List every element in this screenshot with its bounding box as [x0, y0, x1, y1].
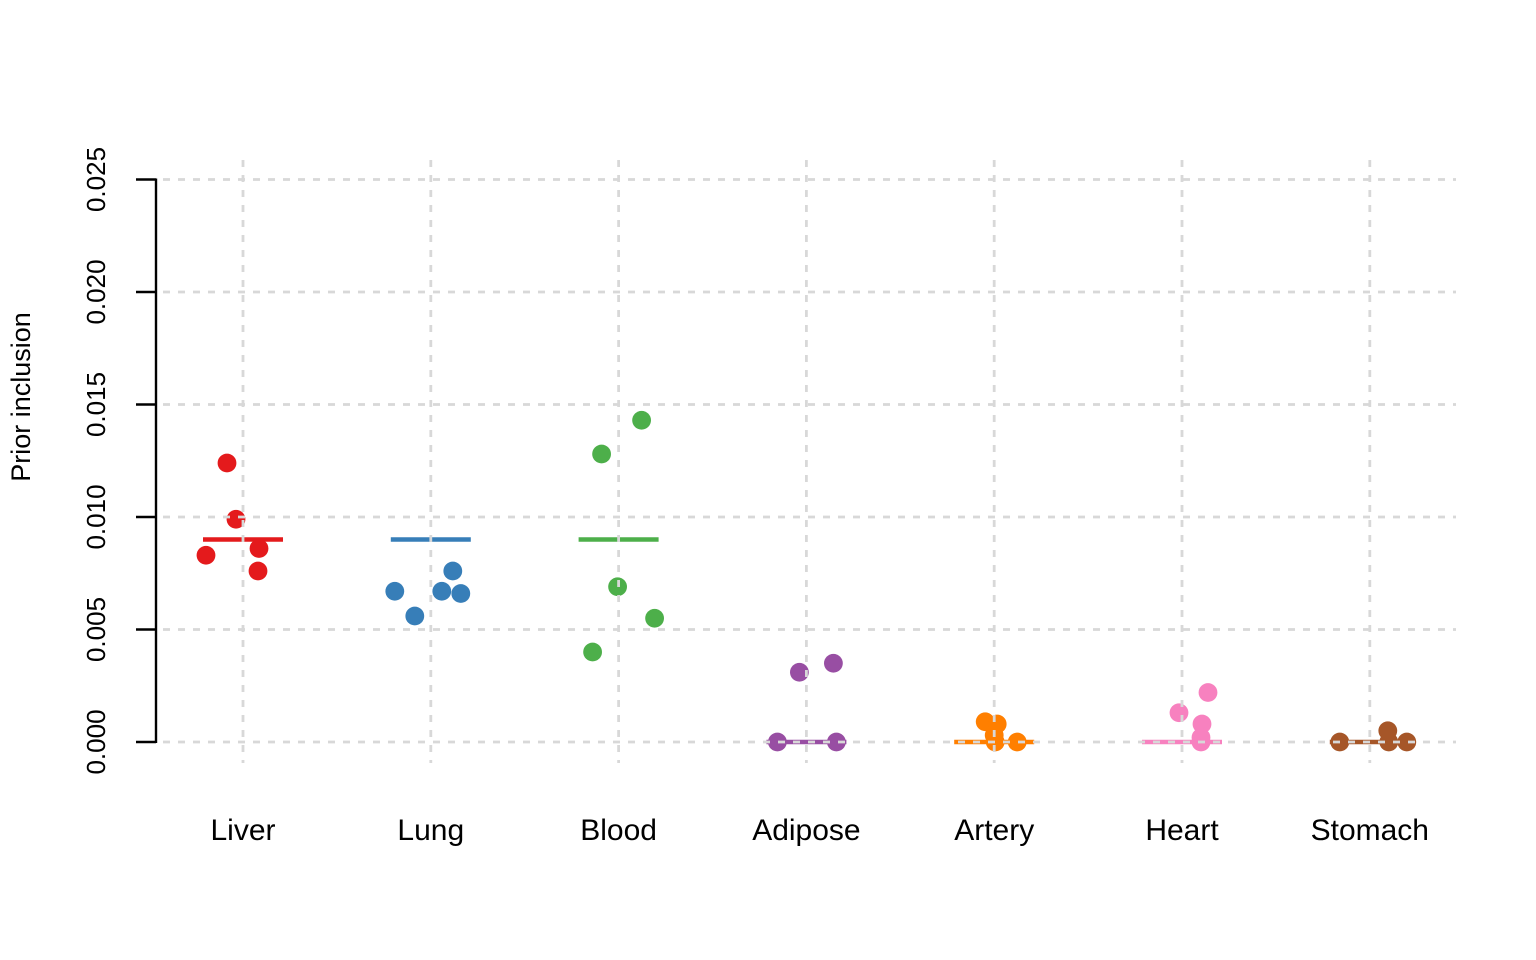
x-category-label-artery: Artery — [954, 814, 1034, 847]
y-axis-title: Prior inclusion — [6, 312, 36, 482]
x-category-label-lung: Lung — [397, 814, 464, 847]
data-point-lung — [405, 606, 425, 626]
data-point-liver — [248, 561, 268, 581]
y-tick-label: 0.005 — [81, 597, 111, 662]
data-point-liver — [217, 453, 237, 473]
data-point-artery — [1007, 732, 1027, 752]
data-point-blood — [645, 608, 664, 628]
y-tick-label: 0.000 — [81, 709, 111, 774]
data-point-blood — [592, 444, 611, 464]
data-point-stomach — [1379, 732, 1399, 752]
data-point-liver — [196, 545, 216, 565]
gridlines-layer — [163, 160, 1456, 763]
data-point-lung — [451, 584, 471, 603]
data-point-lung — [385, 581, 405, 601]
y-tick-label: 0.025 — [81, 147, 111, 212]
data-point-artery — [985, 732, 1005, 752]
data-point-adipose — [824, 653, 843, 673]
data-point-heart — [1169, 703, 1189, 723]
x-category-label-stomach: Stomach — [1311, 814, 1429, 847]
data-point-liver — [226, 509, 246, 529]
y-tick-label: 0.010 — [81, 484, 111, 549]
axis-labels-layer: 0.000 0.005 0.010 0.015 0.020 0.025 Liver Lung B… — [81, 147, 1429, 847]
y-axis-layer — [136, 178, 158, 744]
data-point-blood — [632, 410, 651, 430]
data-points-layer — [196, 410, 1417, 752]
data-point-adipose — [790, 662, 809, 682]
data-point-stomach — [1397, 732, 1417, 752]
x-category-label-blood: Blood — [580, 814, 657, 847]
y-tick-label: 0.020 — [81, 259, 111, 324]
data-point-heart — [1192, 714, 1212, 734]
data-point-lung — [432, 581, 452, 601]
x-category-label-adipose: Adipose — [752, 814, 860, 847]
data-point-adipose — [768, 732, 787, 752]
x-category-label-liver: Liver — [210, 814, 275, 847]
data-point-liver — [249, 539, 269, 558]
y-tick-label: 0.015 — [81, 372, 111, 437]
data-point-heart — [1198, 683, 1218, 702]
data-point-lung — [443, 561, 463, 581]
data-point-blood — [583, 642, 602, 662]
x-category-label-heart: Heart — [1145, 814, 1219, 847]
data-point-adipose — [827, 732, 846, 752]
